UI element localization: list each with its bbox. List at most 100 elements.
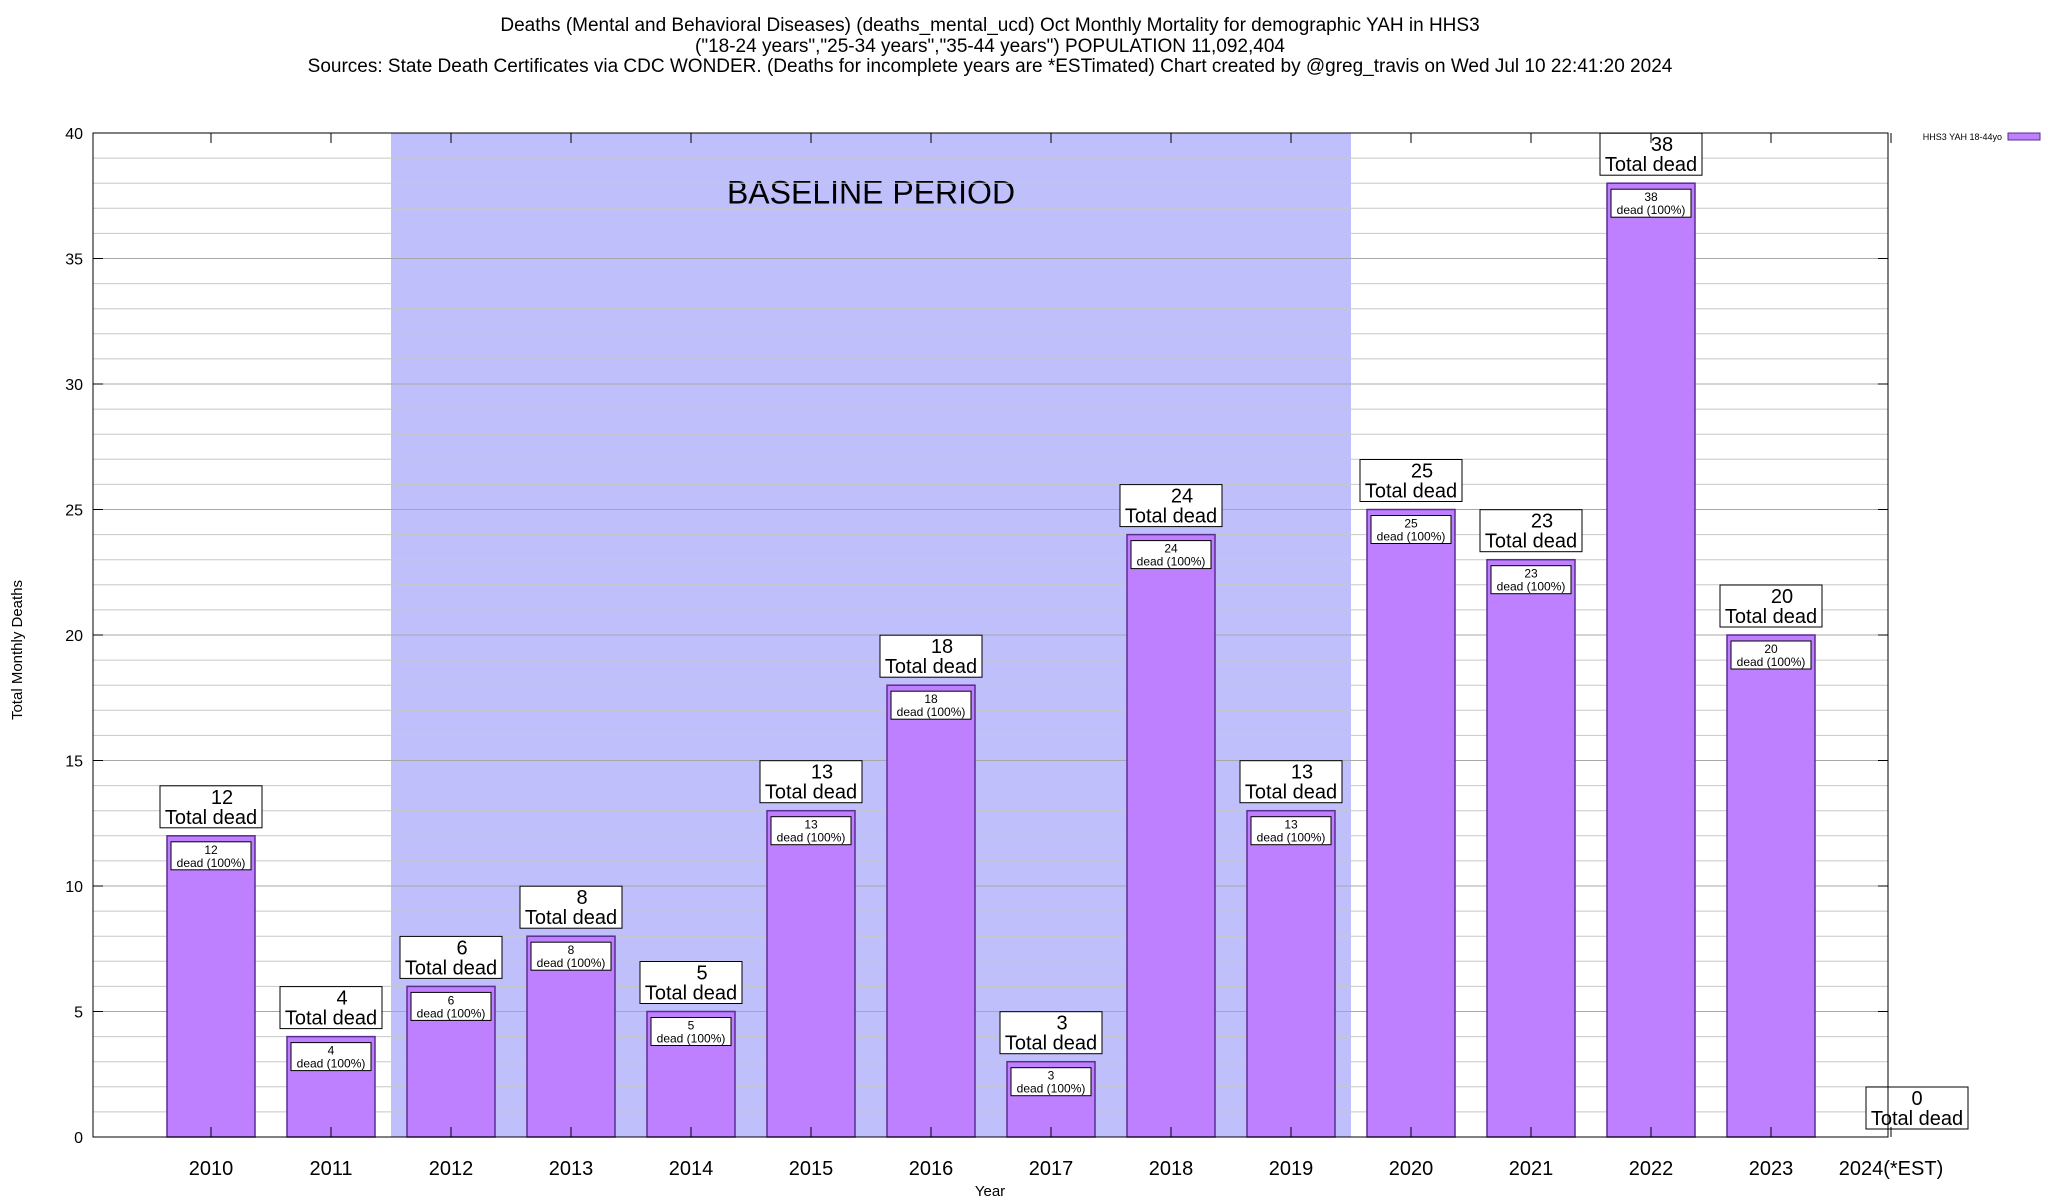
total-label-box <box>519 885 623 929</box>
bar <box>1726 634 1816 1138</box>
y-axis: 0 5 10 15 20 25 30 35 40 <box>65 126 1888 1147</box>
total-label-box <box>159 785 263 829</box>
inner-label-value: 25 <box>1404 517 1418 531</box>
inner-label-box <box>410 991 492 1021</box>
total-label-text: Total dead <box>1871 1108 1963 1130</box>
inner-label-text: dead (100%) <box>897 705 966 719</box>
total-label-value: 24 <box>1171 486 1193 508</box>
y-tick-label: 20 <box>65 628 83 645</box>
legend-label: HHS3 YAH 18-44yo <box>1923 132 2002 142</box>
inner-label-text: dead (100%) <box>1497 580 1566 594</box>
y-tick-label: 35 <box>65 252 83 269</box>
legend: HHS3 YAH 18-44yo <box>1923 132 2041 142</box>
inner-label-text: dead (100%) <box>537 956 606 970</box>
total-label-text: Total dead <box>525 907 617 929</box>
inner-label-value: 8 <box>568 943 575 957</box>
total-label-box <box>1719 584 1823 628</box>
inner-label-text: dead (100%) <box>177 856 246 870</box>
inner-label-box <box>1490 565 1572 595</box>
x-tick-label: 2022 <box>1629 1158 1674 1180</box>
inner-label-box <box>770 816 852 846</box>
total-label-value: 23 <box>1531 511 1553 533</box>
total-label-box <box>1239 760 1343 804</box>
x-tick-label: 2020 <box>1389 1158 1434 1180</box>
total-label-value: 25 <box>1411 461 1433 483</box>
y-tick-label: 40 <box>65 126 83 143</box>
inner-label-box <box>1130 540 1212 570</box>
inner-label-value: 38 <box>1644 190 1658 204</box>
y-tick-label: 30 <box>65 377 83 394</box>
inner-label-text: dead (100%) <box>1617 203 1686 217</box>
inner-label-value: 23 <box>1524 567 1538 581</box>
inner-label-text: dead (100%) <box>777 831 846 845</box>
inner-label-box <box>890 690 972 720</box>
x-tick-label: 2021 <box>1509 1158 1554 1180</box>
plot-frame <box>92 132 1889 1138</box>
inner-label-value: 13 <box>804 818 818 832</box>
bar <box>166 835 256 1138</box>
y-axis-label: Total Monthly Deaths <box>9 580 26 720</box>
inner-label-text: dead (100%) <box>1017 1082 1086 1096</box>
x-tick-label: 2011 <box>309 1158 352 1180</box>
total-label-box <box>1479 509 1583 553</box>
inner-label-text: dead (100%) <box>297 1057 366 1071</box>
x-tick-label: 2013 <box>549 1158 594 1180</box>
total-label-text: Total dead <box>1725 606 1817 628</box>
inner-label-box <box>1610 188 1692 218</box>
total-label-box <box>759 760 863 804</box>
chart-sources: Sources: State Death Certificates via CD… <box>308 56 1673 77</box>
inner-label-box <box>1250 816 1332 846</box>
total-label-box <box>1119 484 1223 528</box>
total-label-box <box>879 634 983 678</box>
baseline-label: BASELINE PERIOD <box>727 174 1015 210</box>
inner-label-text: dead (100%) <box>1257 831 1326 845</box>
inner-label-text: dead (100%) <box>657 1032 726 1046</box>
total-label-value: 5 <box>696 963 707 985</box>
inner-label-text: dead (100%) <box>1737 655 1806 669</box>
inner-label-box <box>1370 515 1452 544</box>
total-label-value: 13 <box>1291 762 1313 784</box>
x-tick-label: 2017 <box>1029 1158 1074 1180</box>
y-tick-label: 10 <box>65 879 83 896</box>
bar <box>766 809 856 1138</box>
total-label-value: 18 <box>931 636 953 658</box>
x-axis: 2010 2011 2012 2013 2014 2015 2016 2017 2018 2019… <box>189 133 1944 1180</box>
inner-label-box <box>170 841 252 871</box>
chart-title: Deaths (Mental and Behavioral Diseases) … <box>500 15 1479 36</box>
inner-label-value: 3 <box>1048 1069 1055 1083</box>
total-label-value: 12 <box>211 787 233 809</box>
inner-label-box <box>290 1042 372 1072</box>
inner-label-box <box>1010 1067 1092 1097</box>
inner-label-value: 24 <box>1164 542 1178 556</box>
inner-label-value: 6 <box>448 993 455 1007</box>
total-label-text: Total dead <box>1245 782 1337 804</box>
inner-label-box <box>650 1017 732 1046</box>
y-tick-label: 15 <box>65 754 83 771</box>
inner-label-box <box>1730 640 1812 670</box>
bar <box>1486 558 1576 1138</box>
inner-label-value: 13 <box>1284 818 1298 832</box>
total-label-text: Total dead <box>1485 531 1577 553</box>
total-label-value: 6 <box>456 937 467 959</box>
y-tick-label: 25 <box>65 503 83 520</box>
x-tick-label: 2014 <box>669 1158 714 1180</box>
inner-label-value: 12 <box>204 843 218 857</box>
x-tick-label: 2024(*EST) <box>1839 1158 1944 1180</box>
total-label-text: Total dead <box>1005 1033 1097 1055</box>
x-tick-label: 2015 <box>789 1158 834 1180</box>
total-label-text: Total dead <box>165 807 257 829</box>
legend-swatch <box>2007 132 2041 141</box>
total-label-text: Total dead <box>1125 506 1217 528</box>
total-label-box <box>1359 459 1463 502</box>
inner-label-text: dead (100%) <box>1377 530 1446 544</box>
total-label-box <box>639 961 743 1004</box>
y-tick-label: 0 <box>74 1130 83 1147</box>
total-label-value: 4 <box>336 988 347 1010</box>
bar <box>886 684 976 1138</box>
total-label-value: 13 <box>811 762 833 784</box>
x-tick-label: 2023 <box>1749 1158 1794 1180</box>
total-label-value: 3 <box>1056 1013 1067 1035</box>
x-axis-label: Year <box>975 1183 1005 1200</box>
